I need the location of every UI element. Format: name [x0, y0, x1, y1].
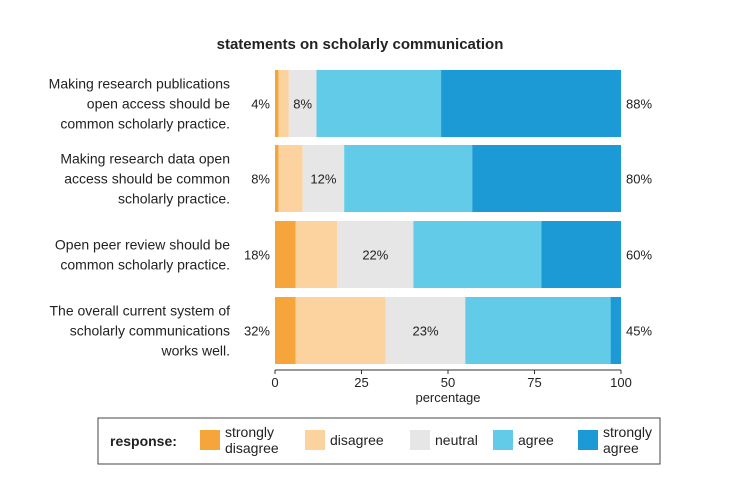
category-label-line: access should be common	[64, 171, 230, 187]
center-percent-label: 22%	[362, 248, 388, 263]
bar-segment	[337, 221, 414, 288]
x-tick-label: 100	[610, 375, 632, 390]
legend-swatch	[410, 430, 430, 450]
category-labels: Making research publications open access …	[49, 76, 231, 359]
bars	[275, 70, 621, 364]
bar-segment	[413, 221, 542, 288]
bar-segment	[610, 297, 621, 364]
legend-label-line: strongly	[225, 424, 274, 440]
legend-swatch	[200, 430, 220, 450]
x-axis: 0 25 50 75 100	[271, 369, 632, 390]
x-tick-label: 75	[527, 375, 541, 390]
category-label-line: scholarly communications	[70, 323, 230, 339]
legend-label-line: neutral	[435, 432, 478, 448]
legend: response: strongly disagree disagree neutra…	[97, 417, 661, 465]
x-tick-label: 50	[441, 375, 455, 390]
category-label-line: Open peer review should be	[55, 237, 230, 253]
bar-segment	[472, 145, 621, 212]
bar-segment	[275, 145, 279, 212]
category-label: The overall current system of scholarly c…	[49, 303, 230, 359]
center-percent-label: 12%	[310, 172, 336, 187]
x-tick-label: 25	[354, 375, 368, 390]
right-percent-label: 88%	[626, 97, 652, 112]
bar-segment	[302, 145, 345, 212]
legend-label-line: agree	[518, 432, 554, 448]
bar-segment	[344, 145, 473, 212]
legend-label-line: disagree	[225, 440, 279, 456]
legend-swatch	[493, 430, 513, 450]
bar-segment	[295, 297, 386, 364]
bar-segment	[275, 70, 279, 137]
category-label-line: works well.	[161, 343, 230, 359]
category-label-line: common scholarly practice.	[60, 116, 230, 132]
bar-segment	[278, 145, 303, 212]
category-label: Making research data open access should b…	[60, 151, 230, 207]
legend-label: strongly disagree	[225, 424, 279, 456]
legend-label-line: strongly	[603, 424, 652, 440]
center-percent-label: 23%	[412, 324, 438, 339]
left-percent-label: 4%	[251, 97, 270, 112]
bar-segment	[385, 297, 466, 364]
bar-segment	[316, 70, 442, 137]
bar-segment	[275, 221, 296, 288]
category-label-line: open access should be	[87, 96, 230, 112]
bar-segment	[295, 221, 338, 288]
x-axis-title: percentage	[415, 390, 480, 405]
bar-segment	[465, 297, 611, 364]
left-percent-label: 18%	[244, 248, 270, 263]
legend-swatch	[578, 430, 598, 450]
chart-title: statements on scholarly communication	[217, 36, 504, 53]
category-label-line: The overall current system of	[49, 303, 230, 319]
legend-label-line: disagree	[330, 432, 384, 448]
category-label-line: common scholarly practice.	[60, 257, 230, 273]
bar-segment	[541, 221, 621, 288]
left-percent-label: 8%	[251, 172, 270, 187]
x-tick-label: 0	[271, 375, 278, 390]
category-label: Making research publications open access …	[49, 76, 231, 132]
legend-label: agree	[518, 432, 554, 448]
category-label-line: Making research publications	[49, 76, 230, 92]
legend-title: response:	[110, 433, 177, 449]
legend-label: disagree	[330, 432, 384, 448]
category-label: Open peer review should be common scholar…	[55, 237, 230, 273]
bar-segment	[275, 297, 296, 364]
center-percent-label: 8%	[293, 97, 312, 112]
legend-swatch	[305, 430, 325, 450]
category-label-line: scholarly practice.	[118, 191, 230, 207]
category-label-line: Making research data open	[60, 151, 230, 167]
bar-segment	[288, 70, 317, 137]
right-percent-label: 45%	[626, 324, 652, 339]
legend-label: strongly agree	[603, 424, 652, 456]
left-percent-label: 32%	[244, 324, 270, 339]
legend-label: neutral	[435, 432, 478, 448]
value-labels: 4% 8% 88% 8% 12% 80% 18% 22% 60% 32% 23% 45%	[244, 97, 652, 339]
legend-label-line: agree	[603, 440, 639, 456]
bar-segment	[278, 70, 289, 137]
right-percent-label: 80%	[626, 172, 652, 187]
legend-box	[97, 417, 661, 465]
right-percent-label: 60%	[626, 248, 652, 263]
bar-segment	[441, 70, 621, 137]
